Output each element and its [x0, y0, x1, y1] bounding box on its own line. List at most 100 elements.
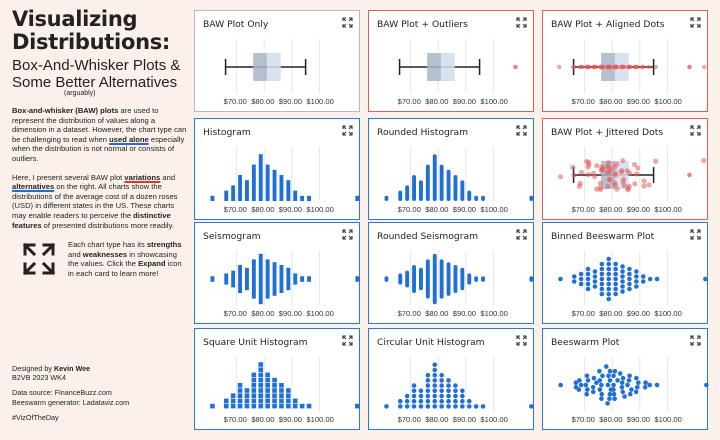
chart-circle-unit	[384, 357, 534, 411]
unit-circle	[411, 383, 417, 388]
card-rounded-histogram[interactable]: Rounded Histogram $70.00 $80.00 $90.00 $100.…	[368, 118, 534, 220]
tick-label: $90.00	[278, 415, 303, 424]
expand-path	[516, 335, 527, 346]
card-baw-outlier[interactable]: BAW Plot + Outliers $70.00 $80.00 $90.00 $10…	[368, 10, 534, 112]
jittered-dot	[607, 167, 614, 173]
expand-icon[interactable]	[690, 335, 701, 346]
tick-label: $100.00	[306, 309, 334, 318]
unit-circle	[446, 404, 451, 409]
expand-glyph	[690, 17, 701, 28]
seismogram-bar	[432, 253, 437, 305]
aligned-dot	[607, 64, 613, 70]
aligned-dot	[641, 64, 646, 70]
beeswarm-dot	[607, 396, 612, 402]
expand-path	[516, 125, 527, 136]
card-beeswarm[interactable]: Beeswarm Plot $70.00 $80.00 $90.00 $100.00	[542, 328, 709, 430]
beeswarm-dot	[620, 274, 625, 279]
aligned-dot	[646, 64, 652, 70]
box-lower	[253, 53, 267, 81]
expand-icon[interactable]	[342, 335, 353, 346]
expand-icon[interactable]	[342, 125, 353, 136]
histogram-bar	[231, 185, 236, 201]
beeswarm-dot	[613, 281, 618, 287]
unit-square	[265, 383, 270, 388]
aligned-dot	[621, 64, 626, 70]
beeswarm-dot	[558, 382, 563, 388]
card-baw-aligned[interactable]: BAW Plot + Aligned Dots $70.00 $80.00 $90.0…	[542, 10, 708, 112]
tick-label: $90.00	[626, 415, 651, 424]
unit-circle	[453, 388, 458, 394]
expand-icon[interactable]	[516, 229, 527, 240]
card-rounded-seismogram[interactable]: Rounded Seismogram $70.00 $80.00 $90.00 $100…	[368, 222, 534, 324]
unit-circle	[460, 388, 465, 394]
unit-square	[210, 403, 215, 409]
card-square-unit[interactable]: Square Unit Histogram $70.00 $80.00 $90.00 $…	[194, 328, 360, 430]
unit-circle	[446, 398, 451, 404]
tick-label: $70.00	[571, 97, 595, 106]
beeswarm-dot	[585, 271, 591, 277]
unit-circle	[418, 393, 424, 399]
expand-icon[interactable]	[342, 17, 353, 28]
histogram-bar	[210, 195, 215, 201]
card-baw[interactable]: BAW Plot Only $70.00 $80.00 $90.00 $100.00	[194, 10, 360, 112]
unit-circle	[453, 383, 458, 388]
beeswarm-dot	[620, 289, 625, 294]
expand-icon[interactable]	[516, 335, 527, 346]
para1-text-end: especially when the distribution is not …	[12, 134, 185, 163]
beeswarm-dot	[607, 368, 613, 374]
card-seismogram[interactable]: Seismogram $70.00 $80.00 $90.00 $100.00	[194, 222, 360, 324]
unit-circle	[404, 404, 410, 409]
card-circle-unit[interactable]: Circular Unit Histogram $70.00 $80.00 $90.0…	[368, 328, 534, 430]
card-histogram[interactable]: Histogram $70.00 $80.00 $90.00 $100.00	[194, 118, 360, 220]
expand-icon[interactable]	[690, 229, 701, 240]
generator-credit: Beeswarm generator: Ladataviz.com	[12, 397, 130, 407]
beeswarm-dot	[599, 291, 605, 297]
unit-square	[258, 362, 264, 367]
beeswarm-dot	[620, 279, 625, 284]
intro-paragraph-1: Box-and-whisker (BAW) plots are used to …	[12, 106, 187, 164]
expand-icon[interactable]	[690, 17, 701, 28]
beeswarm-dot	[599, 276, 605, 282]
expand-path	[690, 229, 701, 240]
beeswarm-dot	[584, 391, 590, 397]
unit-circle	[439, 388, 444, 394]
unit-square	[265, 377, 270, 383]
expand-icon[interactable]	[516, 125, 527, 136]
unit-circle	[446, 388, 451, 394]
unit-square	[244, 403, 250, 409]
strengths-term: strengths	[146, 240, 182, 250]
tick-label: $70.00	[397, 309, 421, 318]
beeswarm-dot	[620, 375, 626, 381]
seismogram-bar	[467, 273, 472, 285]
card-baw-jitter[interactable]: BAW Plot + Jittered Dots $70.00 $80.00 $90.…	[542, 118, 708, 220]
unit-square	[258, 393, 264, 398]
card-binned-beeswarm[interactable]: Binned Beeswarm Plot $70.00 $80.00 $90.00 $1…	[542, 222, 708, 324]
tick-label: $100.00	[480, 97, 508, 106]
beeswarm-dot	[606, 286, 612, 292]
chart-baw-jitter	[557, 147, 707, 201]
expand-icon[interactable]	[690, 125, 701, 136]
tick-label: $80.00	[599, 97, 623, 106]
beeswarm-dot	[583, 382, 589, 388]
histogram-bar	[460, 180, 465, 201]
unit-circle	[466, 404, 472, 409]
beeswarm-dot	[654, 276, 660, 282]
card-title: Rounded Histogram	[377, 127, 469, 138]
seismogram-bar	[460, 267, 465, 291]
unit-circle	[446, 383, 451, 388]
beeswarm-dot	[634, 385, 640, 390]
beeswarm-dot	[620, 389, 626, 395]
unit-square	[251, 377, 257, 383]
beeswarm-dot	[600, 373, 605, 379]
expand-text-e: in showcasing the values. Click the	[68, 249, 177, 269]
box-lower	[427, 53, 441, 81]
expand-icon[interactable]	[516, 17, 527, 28]
unit-square	[244, 393, 250, 398]
aligned-dot	[632, 64, 638, 70]
jittered-dot	[570, 164, 576, 170]
jittered-dot	[592, 173, 598, 180]
unit-square	[292, 403, 298, 409]
expand-path	[516, 17, 527, 28]
expand-icon[interactable]	[342, 229, 353, 240]
aligned-dot	[585, 64, 591, 70]
